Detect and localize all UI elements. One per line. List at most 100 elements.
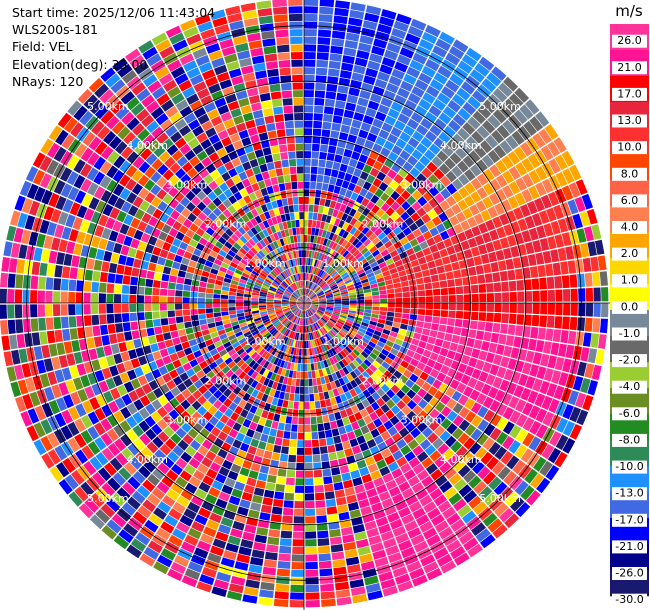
range-gate [250,217,258,227]
range-gate [327,223,334,232]
colorbar-tick-bg [612,274,647,288]
range-gate [188,119,201,131]
range-gate [281,159,289,168]
range-gate [314,477,324,486]
range-gate [192,325,201,333]
range-gate [332,262,340,269]
range-gate [132,424,144,437]
range-gate [47,432,60,448]
range-gate [61,134,75,150]
range-gate [304,341,307,349]
range-gate [269,327,276,334]
range-gate [101,227,112,240]
range-gate [186,202,196,212]
range-gate [318,279,324,286]
range-gate [266,185,274,195]
range-gate [580,347,590,362]
range-gate [433,234,443,244]
range-gate [245,185,254,195]
range-gate [162,181,174,193]
range-gate [278,206,285,215]
range-gate [326,153,335,162]
range-gate [176,248,186,257]
range-gate [314,276,319,284]
range-gate [225,542,239,553]
range-gate [290,584,304,593]
range-gate [313,251,318,259]
range-gate [344,173,353,182]
range-gate [366,242,375,250]
range-gate [271,452,281,461]
range-gate [405,330,414,338]
range-gate [351,404,360,414]
range-gate [371,204,380,214]
range-gate [46,330,56,344]
range-gate [350,272,358,279]
range-gate [111,513,127,528]
range-gate [557,218,569,233]
range-gate [236,250,245,259]
range-gate [319,303,327,306]
range-gate [348,571,363,581]
range-gate [318,431,326,439]
range-gate [60,183,73,198]
range-gate [326,382,333,391]
range-gate [314,322,319,330]
range-gate [189,223,199,233]
range-gate [210,375,219,385]
range-gate [252,414,261,424]
range-gate [473,213,485,225]
range-gate [540,303,548,315]
range-gate [169,275,178,283]
range-gate [223,118,235,129]
range-gate [242,383,250,392]
range-gate [91,236,101,248]
range-gate [402,313,410,320]
range-gate [401,487,415,499]
range-gate [252,109,264,119]
range-gate [335,370,342,379]
range-gate [48,125,63,141]
range-gate [283,328,289,336]
range-gate [213,217,223,227]
range-gate [428,197,439,209]
range-gate [108,230,119,242]
colorbar-tick-label: -6.0 [619,407,640,420]
range-gate [287,287,294,293]
range-gate [411,149,423,161]
range-gate [112,472,127,486]
range-gate [569,274,578,288]
range-gate [130,321,139,331]
range-gate [293,308,299,314]
range-gate [262,229,269,237]
range-gate [304,52,316,60]
range-gate [15,319,24,334]
range-gate [243,586,259,597]
range-gate [92,472,106,487]
range-gate [225,253,234,262]
range-gate [233,82,246,93]
range-gate [299,303,304,309]
range-gate [294,112,303,121]
range-gate [306,348,310,356]
range-gate [125,48,141,63]
range-gate [550,220,561,235]
range-gate [421,167,433,179]
range-gate [366,157,376,167]
range-gate [217,203,227,213]
range-gate [355,333,363,340]
range-gate [474,447,488,460]
range-gate [274,390,281,399]
colorbar-tick-label: 13.0 [617,114,642,127]
range-gate [234,368,243,377]
range-gate [310,306,317,311]
range-gate [449,152,462,165]
range-gate [37,304,46,317]
range-gate [259,465,270,474]
range-gate [286,189,293,198]
range-gate [226,418,236,428]
range-gate [304,298,310,303]
range-gate [117,126,131,140]
range-gate [397,580,414,592]
range-gate [227,13,243,24]
